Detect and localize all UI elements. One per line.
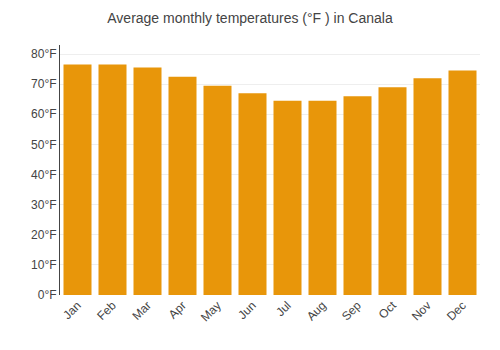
svg-text:Apr: Apr	[166, 298, 189, 321]
svg-text:May: May	[198, 298, 224, 324]
svg-text:Mar: Mar	[129, 298, 154, 323]
svg-text:Feb: Feb	[94, 298, 119, 323]
svg-text:Oct: Oct	[376, 298, 400, 322]
svg-text:80°F: 80°F	[31, 47, 56, 61]
svg-text:Jun: Jun	[235, 298, 259, 322]
svg-text:20°F: 20°F	[31, 228, 56, 242]
svg-text:Nov: Nov	[409, 298, 434, 323]
svg-text:60°F: 60°F	[31, 107, 56, 121]
svg-text:40°F: 40°F	[31, 168, 56, 182]
svg-text:70°F: 70°F	[31, 77, 56, 91]
svg-text:10°F: 10°F	[31, 258, 56, 272]
svg-text:Dec: Dec	[444, 298, 469, 323]
svg-text:0°F: 0°F	[38, 288, 57, 302]
svg-text:Aug: Aug	[304, 298, 329, 323]
svg-text:50°F: 50°F	[31, 138, 56, 152]
svg-text:Sep: Sep	[339, 298, 364, 323]
svg-text:30°F: 30°F	[31, 198, 56, 212]
svg-text:Jan: Jan	[60, 298, 84, 322]
svg-text:Average monthly temperatures (: Average monthly temperatures (°F ) in Ca…	[107, 10, 393, 26]
svg-text:Jul: Jul	[273, 298, 294, 319]
